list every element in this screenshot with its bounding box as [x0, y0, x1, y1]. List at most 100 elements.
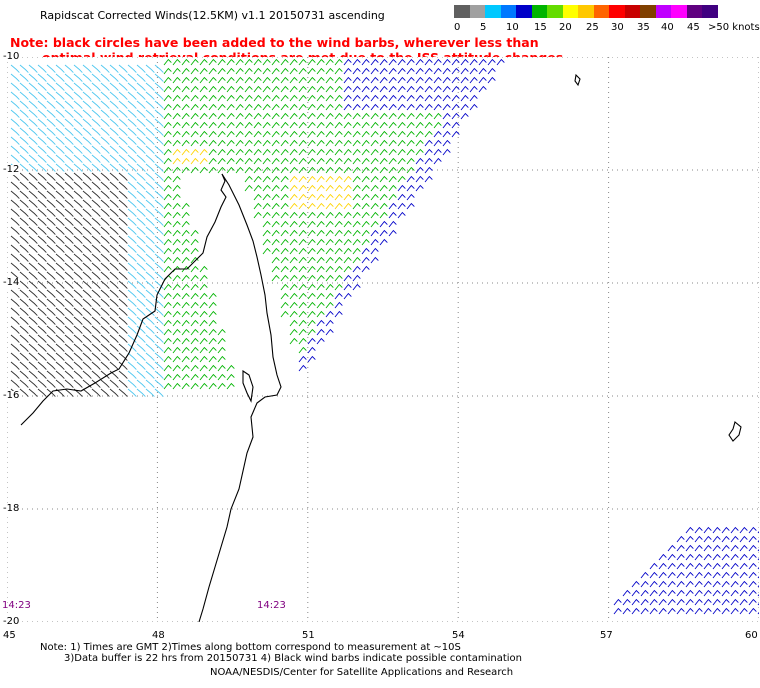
wind-barb [379, 220, 388, 228]
wind-barb [109, 253, 119, 262]
wind-barb [82, 208, 92, 217]
wind-barb [199, 265, 208, 273]
wind-barb [442, 58, 451, 66]
wind-barb [235, 58, 244, 66]
wind-barb [19, 82, 29, 91]
wind-barb [28, 307, 38, 316]
wind-barb [298, 94, 307, 102]
wind-barb [307, 229, 316, 237]
wind-barb [172, 301, 181, 309]
wind-barb [208, 67, 217, 75]
wind-barb [451, 112, 460, 120]
wind-barb [55, 352, 65, 361]
wind-barb [406, 130, 415, 138]
wind-barb [352, 121, 361, 129]
wind-barb [307, 76, 316, 84]
wind-barb [307, 274, 316, 282]
wind-barb [46, 64, 56, 73]
wind-barb [658, 598, 667, 606]
wind-barb [145, 370, 155, 379]
wind-barb [136, 280, 146, 289]
wind-barb [298, 256, 307, 264]
wind-barb [208, 310, 217, 318]
wind-barb [262, 94, 271, 102]
wind-barb [208, 157, 217, 165]
wind-barb [73, 244, 83, 253]
wind-barb [298, 346, 307, 354]
wind-barb [298, 103, 307, 111]
wind-barb [73, 91, 83, 100]
wind-barb [73, 379, 83, 388]
wind-barb [73, 316, 83, 325]
wind-barb [703, 598, 712, 606]
wind-barb [181, 229, 190, 237]
wind-barb [46, 73, 56, 82]
wind-barb [127, 352, 137, 361]
wind-barb [298, 184, 307, 192]
wind-barb [370, 67, 379, 75]
wind-barb [91, 208, 101, 217]
wind-barb [172, 292, 181, 300]
wind-barb [181, 58, 190, 66]
wind-barb [199, 310, 208, 318]
wind-barb [46, 172, 56, 181]
wind-barb [172, 103, 181, 111]
wind-barb [289, 229, 298, 237]
wind-barb [109, 73, 119, 82]
legend-swatch [469, 5, 486, 18]
wind-barb [127, 91, 137, 100]
wind-barb [316, 274, 325, 282]
wind-barb [658, 580, 667, 588]
wind-barb [19, 388, 29, 397]
wind-barb [307, 67, 316, 75]
wind-barb [109, 316, 119, 325]
wind-barb [280, 238, 289, 246]
wind-barb [19, 127, 29, 136]
wind-barb [325, 256, 334, 264]
wind-barb [649, 580, 658, 588]
wind-barb [676, 562, 685, 570]
wind-barb [190, 274, 199, 282]
wind-barb [244, 148, 253, 156]
wind-barb [748, 607, 757, 615]
wind-barb [451, 85, 460, 93]
wind-barb [271, 274, 280, 282]
wind-barb [433, 58, 442, 66]
wind-barb [181, 319, 190, 327]
wind-barb [226, 67, 235, 75]
wind-barb [352, 256, 361, 264]
wind-barb [208, 58, 217, 66]
wind-barb [46, 253, 56, 262]
wind-barb [289, 202, 298, 210]
wind-barb [172, 157, 181, 165]
wind-barb [145, 343, 155, 352]
wind-barb [406, 67, 415, 75]
wind-barb [289, 184, 298, 192]
wind-barb [334, 274, 343, 282]
wind-barb [244, 139, 253, 147]
wind-barb [343, 112, 352, 120]
wind-barb [397, 112, 406, 120]
legend-label: 20 [559, 22, 572, 33]
wind-barb [127, 334, 137, 343]
note-line-1: Note: black circles have been added to t… [10, 35, 539, 50]
wind-barb [109, 118, 119, 127]
wind-barb [307, 193, 316, 201]
wind-barb [289, 238, 298, 246]
wind-barb [748, 580, 757, 588]
wind-barb [118, 109, 128, 118]
wind-barb [271, 220, 280, 228]
wind-barb [217, 94, 226, 102]
wind-barb [190, 85, 199, 93]
wind-barb [118, 316, 128, 325]
wind-barb [208, 355, 217, 363]
wind-barb [55, 262, 65, 271]
wind-barb [424, 112, 433, 120]
wind-barb [325, 166, 334, 174]
wind-barb [397, 157, 406, 165]
pass-time-left: 14:23 [2, 600, 31, 611]
wind-barb [676, 571, 685, 579]
wind-barb [82, 244, 92, 253]
wind-barb [64, 388, 74, 397]
wind-barb [28, 181, 38, 190]
